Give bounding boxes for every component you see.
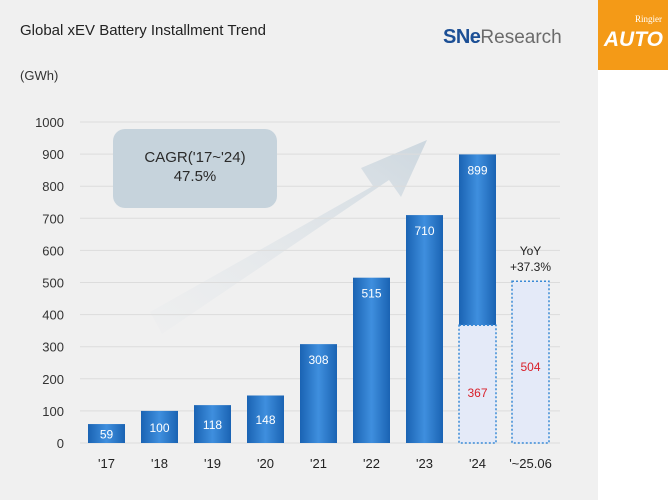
bar-value-label: 100 xyxy=(149,421,169,435)
x-tick-label: '24 xyxy=(469,456,486,471)
growth-arrow xyxy=(150,140,427,334)
x-tick-label: '17 xyxy=(98,456,115,471)
y-tick-label: 600 xyxy=(42,243,64,258)
badge-label: AUTO xyxy=(603,28,663,51)
bar xyxy=(194,405,231,443)
x-tick-label: '20 xyxy=(257,456,274,471)
bar xyxy=(406,215,443,443)
badge-publisher: Ringier xyxy=(635,14,662,24)
x-tick-label: '23 xyxy=(416,456,433,471)
sne-research-logo: SNeResearch xyxy=(443,26,562,49)
bar xyxy=(353,277,390,443)
y-tick-label: 200 xyxy=(42,372,64,387)
y-tick-label: 400 xyxy=(42,308,64,323)
y-tick-label: 500 xyxy=(42,276,64,291)
y-tick-label: 800 xyxy=(42,179,64,194)
y-tick-label: 1000 xyxy=(35,115,64,130)
bar-value-label: 148 xyxy=(255,413,275,427)
cagr-box xyxy=(113,129,277,208)
x-tick-label: '18 xyxy=(151,456,168,471)
ringier-auto-badge: Ringier AUTO xyxy=(598,0,668,70)
logo-word: Research xyxy=(480,27,562,48)
bar-value-label: 59 xyxy=(100,428,114,442)
bar-2024 xyxy=(459,154,496,326)
bar-value-label: 515 xyxy=(361,287,381,301)
chart-title: Global xEV Battery Installment Trend xyxy=(20,22,266,39)
x-tick-label: '~25.06 xyxy=(509,456,552,471)
cagr-value: 47.5% xyxy=(174,168,217,185)
x-tick-label: '22 xyxy=(363,456,380,471)
y-tick-label: 700 xyxy=(42,211,64,226)
y-tick-label: 100 xyxy=(42,404,64,419)
bar-value-label: 899 xyxy=(467,163,487,177)
bar-2024-h1 xyxy=(458,324,497,444)
bar-value-label: 308 xyxy=(308,353,328,367)
x-tick-label: '19 xyxy=(204,456,221,471)
y-tick-label: 0 xyxy=(57,436,64,451)
bar xyxy=(300,344,337,443)
yoy-label: YoY xyxy=(520,244,542,258)
bar-value-label: 710 xyxy=(414,224,434,238)
y-tick-label: 900 xyxy=(42,147,64,162)
cagr-label: CAGR('17~'24) xyxy=(144,149,245,166)
bar-h1-value-label: 367 xyxy=(467,386,487,400)
bar xyxy=(88,424,125,443)
logo-mark: SNe xyxy=(443,26,481,48)
bar xyxy=(247,395,284,443)
y-tick-label: 300 xyxy=(42,340,64,355)
bar xyxy=(141,410,178,443)
bar-value-label: 118 xyxy=(203,418,222,432)
bar-2025h1 xyxy=(511,280,550,444)
bar-value-label: 504 xyxy=(520,360,540,374)
y-unit-label: (GWh) xyxy=(20,68,58,83)
x-tick-label: '21 xyxy=(310,456,327,471)
yoy-value: +37.3% xyxy=(510,260,551,274)
